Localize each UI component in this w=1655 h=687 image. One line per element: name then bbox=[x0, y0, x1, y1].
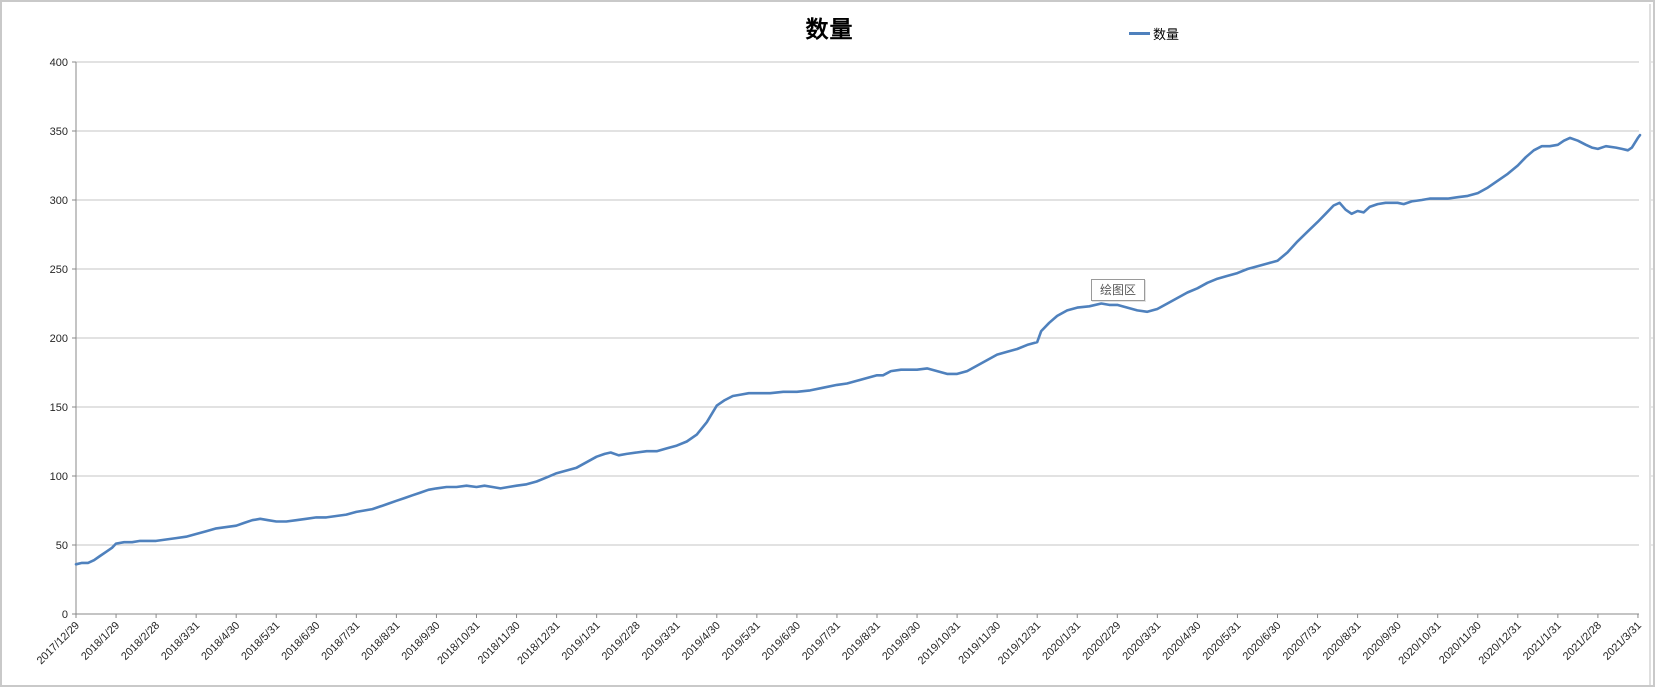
x-axis-tick-label: 2019/7/31 bbox=[800, 620, 843, 663]
x-axis-tick-label: 2020/6/30 bbox=[1241, 620, 1284, 663]
y-axis-tick-label: 300 bbox=[50, 195, 68, 207]
x-axis-tick-label: 2019/1/31 bbox=[560, 620, 603, 663]
x-axis-tick-label: 2019/9/30 bbox=[880, 620, 923, 663]
x-axis-tick-label: 2019/10/31 bbox=[916, 620, 963, 667]
x-axis-tick-label: 2018/5/31 bbox=[239, 620, 282, 663]
x-axis-tick-label: 2019/2/28 bbox=[600, 620, 643, 663]
y-axis-tick-label: 200 bbox=[50, 333, 68, 345]
x-axis-tick-label: 2019/4/30 bbox=[680, 620, 723, 663]
x-axis-tick-label: 2018/12/31 bbox=[515, 620, 562, 667]
y-axis-tick-label: 150 bbox=[50, 402, 68, 414]
x-axis-tick-label: 2021/3/31 bbox=[1601, 620, 1644, 663]
legend-line-swatch bbox=[1129, 32, 1150, 35]
x-axis-tick-label: 2018/8/31 bbox=[359, 620, 402, 663]
x-axis-tick-label: 2019/5/31 bbox=[720, 620, 763, 663]
x-axis-tick-label: 2020/9/30 bbox=[1361, 620, 1404, 663]
legend[interactable]: 数量 bbox=[1129, 24, 1179, 43]
x-axis-tick-label: 2020/4/30 bbox=[1160, 620, 1203, 663]
x-axis-tick-label: 2020/1/31 bbox=[1040, 620, 1083, 663]
x-axis-tick-label: 2021/1/31 bbox=[1521, 620, 1564, 663]
x-axis-tick-label: 2019/8/31 bbox=[840, 620, 883, 663]
data-series-line[interactable] bbox=[74, 133, 1642, 566]
legend-label: 数量 bbox=[1153, 27, 1180, 42]
x-axis-tick-label: 2019/12/31 bbox=[996, 620, 1043, 667]
y-axis-tick-label: 0 bbox=[62, 609, 68, 621]
y-axis-tick-label: 50 bbox=[56, 540, 68, 552]
chart-title: 数量 bbox=[805, 16, 854, 42]
x-axis-tick-label: 2018/3/31 bbox=[159, 620, 202, 663]
x-axis-tick-label: 2017/12/29 bbox=[35, 620, 82, 667]
x-axis-tick-label: 2018/6/30 bbox=[279, 620, 322, 663]
x-axis-tick-label: 2020/12/31 bbox=[1477, 620, 1524, 667]
x-axis-tick-label: 2020/5/31 bbox=[1200, 620, 1243, 663]
x-axis-tick-label: 2018/1/29 bbox=[79, 620, 122, 663]
x-axis-tick-label: 2018/2/28 bbox=[119, 620, 162, 663]
x-axis-tick-label: 2018/4/30 bbox=[199, 620, 242, 663]
x-axis-tick-label: 2020/2/29 bbox=[1080, 620, 1123, 663]
plot-area-tooltip: 绘图区 bbox=[1091, 279, 1145, 301]
x-axis-tick-label: 2020/7/31 bbox=[1281, 620, 1324, 663]
y-axis-tick-label: 100 bbox=[50, 471, 68, 483]
x-axis-tick-label: 2019/3/31 bbox=[640, 620, 683, 663]
x-axis-tick-label: 2020/10/31 bbox=[1396, 620, 1443, 667]
y-axis-tick-label: 400 bbox=[50, 57, 68, 69]
x-axis-tick-label: 2018/10/31 bbox=[435, 620, 482, 667]
tooltip-label: 绘图区 bbox=[1099, 283, 1136, 297]
y-axis-tick-label: 350 bbox=[50, 126, 68, 138]
x-axis-tick-label: 2020/3/31 bbox=[1120, 620, 1163, 663]
x-axis-tick-label: 2020/8/31 bbox=[1321, 620, 1364, 663]
x-axis-tick-label: 2018/7/31 bbox=[319, 620, 362, 663]
x-axis-tick-label: 2018/9/30 bbox=[399, 620, 442, 663]
x-axis-tick-label: 2021/2/28 bbox=[1561, 620, 1604, 663]
x-axis-tick-label: 2019/6/30 bbox=[760, 620, 803, 663]
y-axis-tick-label: 250 bbox=[50, 264, 68, 276]
